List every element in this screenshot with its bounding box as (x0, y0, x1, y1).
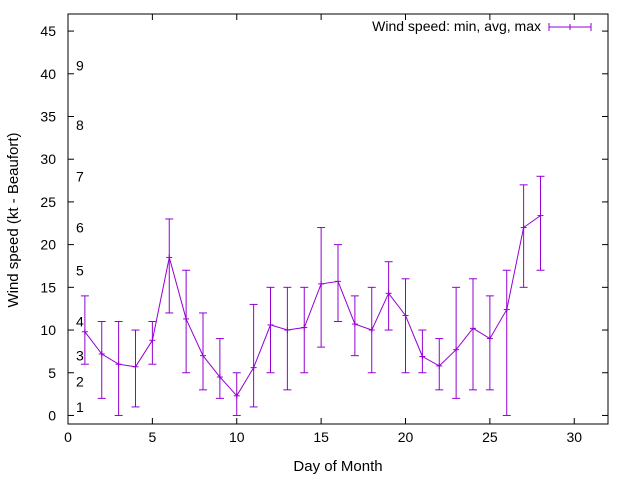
y-tick-label: 15 (40, 279, 56, 295)
beaufort-label: 3 (76, 348, 84, 364)
x-tick-label: 15 (313, 429, 329, 445)
y-axis-title: Wind speed (kt - Beaufort) (5, 132, 22, 307)
beaufort-label: 8 (76, 117, 84, 133)
x-tick-label: 30 (566, 429, 582, 445)
y-tick-label: 45 (40, 23, 56, 39)
beaufort-label: 5 (76, 262, 84, 278)
y-tick-label: 20 (40, 237, 56, 253)
x-tick-label: 5 (148, 429, 156, 445)
x-tick-label: 0 (64, 429, 72, 445)
x-tick-label: 10 (229, 429, 245, 445)
beaufort-label: 1 (76, 399, 84, 415)
beaufort-label: 4 (76, 314, 84, 330)
beaufort-label: 9 (76, 57, 84, 73)
plot-frame (67, 13, 609, 425)
y-tick-label: 40 (40, 66, 56, 82)
x-tick-label: 20 (398, 429, 414, 445)
y-tick-label: 0 (48, 407, 56, 423)
y-tick-label: 10 (40, 322, 56, 338)
data-series (80, 175, 545, 416)
x-tick-label: 25 (482, 429, 498, 445)
beaufort-scale-labels: 1 2 3 4 5 6 7 8 9 (76, 57, 84, 415)
y-tick-label: 30 (40, 151, 56, 167)
legend: Wind speed: min, avg, max (372, 18, 592, 34)
beaufort-label: 2 (76, 373, 84, 389)
beaufort-label: 6 (76, 220, 84, 236)
avg-line (84, 215, 541, 397)
y-tick-label: 35 (40, 109, 56, 125)
y-tick-label: 5 (48, 365, 56, 381)
beaufort-label: 7 (76, 168, 84, 184)
y-tick-label: 25 (40, 194, 56, 210)
x-axis-title: Day of Month (293, 458, 382, 475)
legend-label: Wind speed: min, avg, max (372, 18, 541, 34)
